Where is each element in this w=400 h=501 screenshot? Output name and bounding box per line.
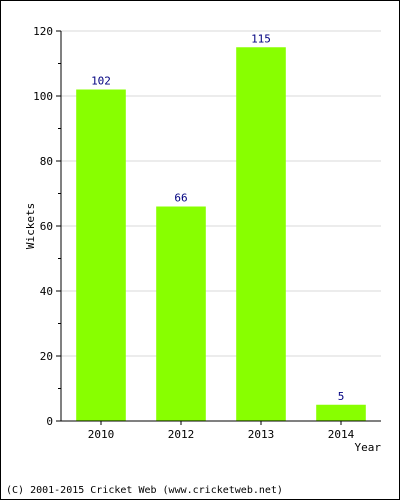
- bar: [76, 89, 126, 421]
- bar: [316, 404, 366, 421]
- data-label: 5: [338, 390, 345, 403]
- x-tick-label: 2013: [248, 428, 275, 441]
- y-tick-label: 0: [46, 415, 53, 428]
- bar: [236, 47, 286, 421]
- x-tick-label: 2014: [328, 428, 355, 441]
- data-label: 115: [251, 32, 271, 45]
- x-tick-label: 2010: [88, 428, 115, 441]
- y-axis-title: Wickets: [24, 203, 37, 249]
- copyright-footer: (C) 2001-2015 Cricket Web (www.cricketwe…: [6, 485, 283, 496]
- y-tick-label: 80: [40, 155, 53, 168]
- bar: [156, 206, 206, 421]
- x-tick-label: 2012: [168, 428, 195, 441]
- y-tick-label: 20: [40, 350, 53, 363]
- axes: [56, 30, 381, 425]
- bars: [76, 47, 366, 421]
- x-axis-title: Year: [355, 441, 382, 454]
- y-tick-label: 100: [33, 90, 53, 103]
- y-tick-label: 120: [33, 25, 53, 38]
- data-label: 66: [174, 192, 187, 205]
- y-tick-label: 60: [40, 220, 53, 233]
- y-tick-label: 40: [40, 285, 53, 298]
- data-label: 102: [91, 75, 111, 88]
- labels: 0 20 40 60 80 100 120 102 2010 66 2012 115 2013 5 2014…: [24, 25, 381, 454]
